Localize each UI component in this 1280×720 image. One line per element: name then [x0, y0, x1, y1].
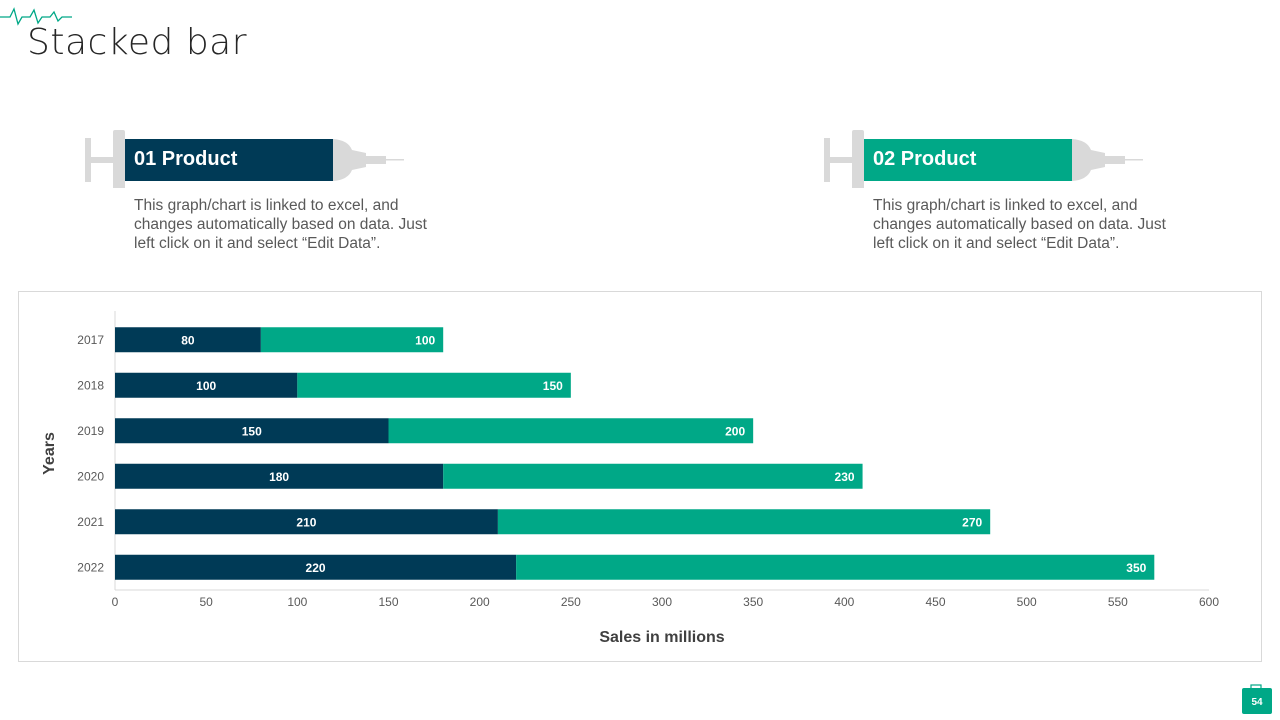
x-tick-label: 250 [561, 595, 581, 609]
product-1-label: 01 Product [134, 148, 238, 170]
x-tick-label: 50 [199, 595, 213, 609]
data-label: 100 [196, 379, 216, 393]
data-label: 150 [242, 424, 262, 438]
product-1-description: This graph/chart is linked to excel, and… [134, 197, 427, 252]
y-tick-label: 2019 [77, 424, 104, 438]
data-label: 210 [296, 515, 316, 529]
data-label: 100 [415, 333, 435, 347]
page-number: 54 [1251, 697, 1263, 708]
x-tick-label: 300 [652, 595, 672, 609]
x-tick-label: 200 [470, 595, 490, 609]
data-label: 150 [543, 379, 563, 393]
x-tick-label: 600 [1199, 595, 1219, 609]
bar-segment[interactable] [115, 554, 517, 580]
product-2-block: 02 Product This graph/chart is linked to… [821, 128, 1181, 258]
x-axis-title: Sales in millions [599, 629, 724, 646]
y-tick-label: 2020 [77, 469, 104, 483]
bar-segment[interactable] [115, 509, 498, 535]
chart-container[interactable]: 2017 80 100 2018 100 150 2019 150 200 2020 180 230 2… [18, 291, 1262, 662]
y-tick-label: 2017 [77, 333, 104, 347]
data-label: 80 [181, 333, 195, 347]
bar-segment[interactable] [115, 327, 261, 353]
data-label: 200 [725, 424, 745, 438]
data-label: 220 [306, 561, 326, 575]
data-label: 180 [269, 470, 289, 484]
x-tick-label: 550 [1108, 595, 1128, 609]
data-label: 350 [1126, 561, 1146, 575]
x-tick-label: 400 [834, 595, 854, 609]
x-tick-label: 500 [1017, 595, 1037, 609]
bar-segment[interactable] [388, 418, 754, 444]
stacked-bar-chart[interactable]: 2017 80 100 2018 100 150 2019 150 200 2020 180 230 2… [19, 292, 1261, 661]
product-2-description: This graph/chart is linked to excel, and… [873, 197, 1166, 252]
bar-segment[interactable] [115, 463, 444, 489]
product-1-barrel [125, 139, 333, 181]
data-label: 270 [962, 515, 982, 529]
syringe-icon [824, 130, 1143, 188]
product-2-barrel [864, 139, 1072, 181]
bar-segment[interactable] [260, 327, 444, 353]
y-tick-label: 2022 [77, 560, 104, 574]
page-title: Stacked bar [27, 22, 248, 63]
bar-segment[interactable] [497, 509, 991, 535]
x-tick-label: 450 [925, 595, 945, 609]
bar-segment[interactable] [443, 463, 863, 489]
x-tick-label: 150 [378, 595, 398, 609]
syringe-icon [85, 130, 404, 188]
heartbeat-line-icon [0, 7, 72, 26]
product-1-block: 01 Product This graph/chart is linked to… [82, 128, 442, 258]
x-tick-label: 100 [287, 595, 307, 609]
bar-segment[interactable] [115, 418, 389, 444]
product-2-label: 02 Product [873, 148, 977, 170]
x-tick-label: 0 [112, 595, 119, 609]
x-tick-label: 350 [743, 595, 763, 609]
y-axis-title: Years [41, 432, 58, 475]
y-tick-label: 2018 [77, 378, 104, 392]
bar-segment[interactable] [516, 554, 1155, 580]
page-number-badge: 54 [1242, 684, 1272, 714]
bar-segment[interactable] [297, 372, 571, 398]
data-label: 230 [835, 470, 855, 484]
y-tick-label: 2021 [77, 515, 104, 529]
bar-segment[interactable] [115, 372, 298, 398]
